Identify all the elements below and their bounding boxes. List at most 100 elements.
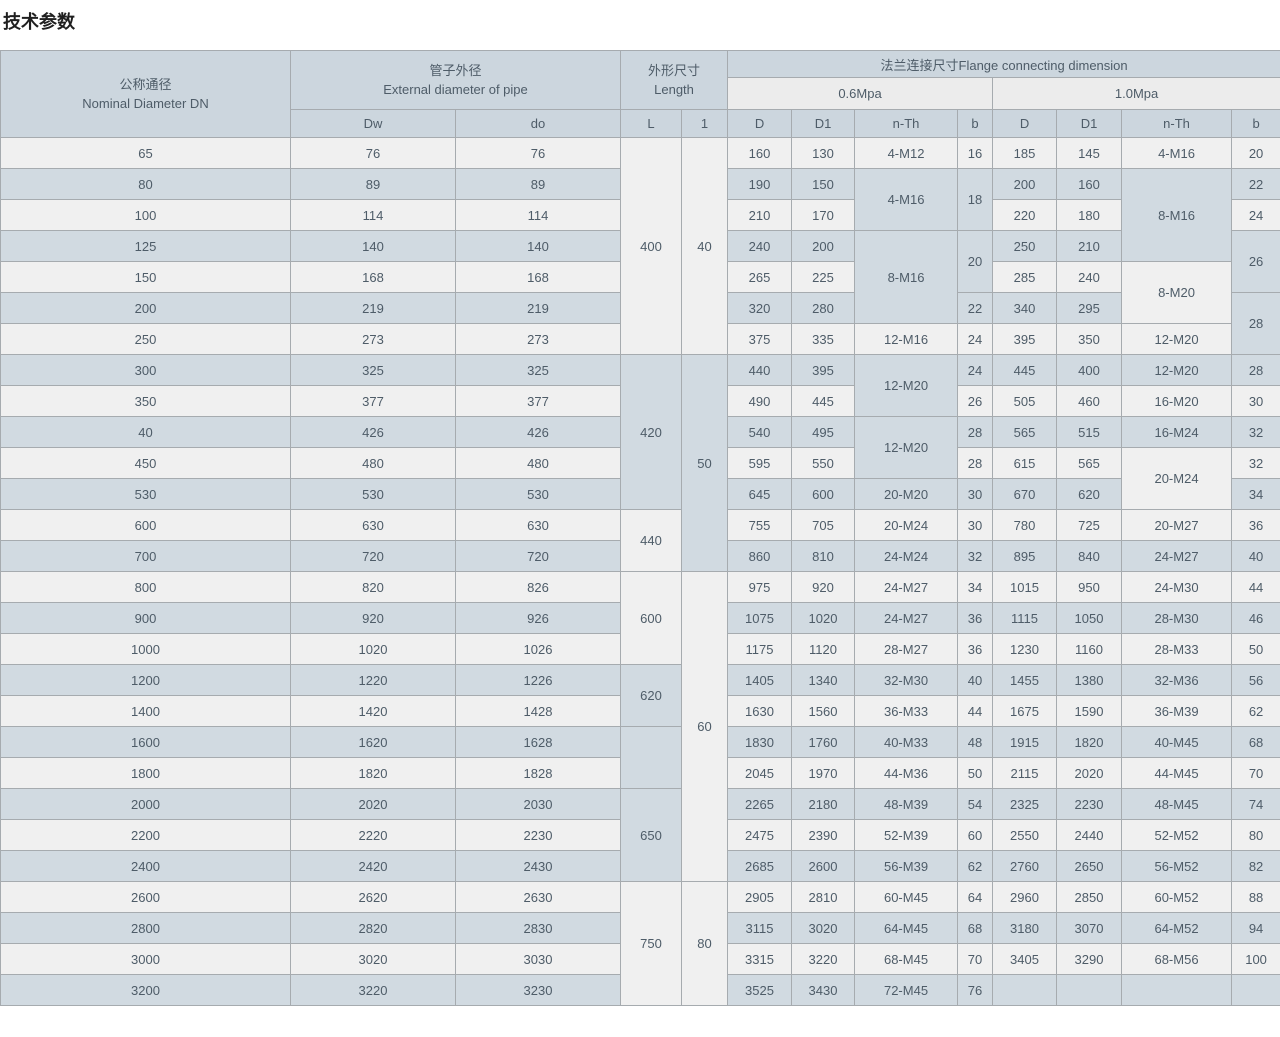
table-cell: 2820 [290,912,456,944]
table-cell: 40 [957,664,994,696]
table-row: 3000 3020 3030 3315 3220 68-M45 70 3405 3290 68-M… [0,943,1280,975]
table-cell: 44 [957,695,994,727]
table-cell: 1380 [1056,664,1123,696]
table-cell: 34 [1231,478,1280,510]
header-row-pressure: 0.6Mpa 1.0Mpa [1,77,1280,110]
table-cell: 2630 [455,881,621,913]
table-cell: 3115 [727,912,793,944]
table-cell: 280 [791,292,856,324]
table-cell: 615 [992,447,1058,479]
table-row: 125 140 140 240 200 8-M16 20 250 210 26 [0,230,1280,324]
table-cell: 89 [455,168,621,200]
table-cell: 1340 [791,664,856,696]
table-row: 450 480 480 595 550 28 615 565 20-M24 32 [0,447,1280,510]
table-cell: 826 [455,571,621,603]
table-cell: 1015 [992,571,1058,603]
table-cell: 60 [957,819,994,851]
table-cell: 32 [957,540,994,572]
table-cell: 1828 [455,757,621,789]
table-cell: 70 [957,943,994,975]
table-cell: 150 [791,168,856,200]
table-cell: 56-M39 [854,850,959,882]
table-cell: 440 [727,354,793,386]
table-cell: 40-M33 [854,726,959,758]
table-cell: 60 [680,571,729,882]
col-header-flange: 法兰连接尺寸Flange connecting dimension [727,50,1280,78]
table-cell: 3000 [0,943,291,975]
table-row: 3200 3220 3230 3525 3430 72-M45 76 [0,974,1280,1006]
table-cell: 168 [290,261,456,293]
table-cell: 26 [1231,230,1280,293]
col-header-length: 外形尺寸 Length [619,50,729,110]
table-cell: 50 [957,757,994,789]
table-cell: 2115 [992,757,1058,789]
table-cell: 1830 [727,726,793,758]
table-row: 1200 1220 1226 620 1405 1340 32-M30 40 1455 1380 3… [0,664,1280,727]
table-cell: 60-M45 [854,881,959,913]
table-cell: 3020 [791,912,856,944]
table-cell: 1590 [1056,695,1123,727]
table-cell: 3180 [992,912,1058,944]
table-cell: 40-M45 [1121,726,1233,758]
table-cell: 1050 [1056,602,1123,634]
table-cell: 190 [727,168,793,200]
table-cell: 2200 [0,819,291,851]
table-cell: 48-M39 [854,788,959,820]
sub-col-header: L [620,109,682,138]
table-cell: 400 [1056,354,1123,386]
table-cell: 1230 [992,633,1058,665]
table-cell: 420 [620,354,682,510]
table-cell: 900 [0,602,291,634]
table-cell: 1120 [791,633,856,665]
table-cell: 860 [727,540,793,572]
table-cell: 68-M45 [854,943,959,975]
table-cell: 755 [727,509,793,541]
table-cell: 114 [455,199,621,231]
table-row: 65 76 76 400 40 160 130 4-M12 16 185 145 4-M16 20 [0,137,1280,355]
header-row-subcolumns: Dw do L 1 D D1 n-Th b D D1 n-Th b [1,109,1280,138]
table-cell: 2600 [791,850,856,882]
sub-col-header: D [727,109,793,138]
table-cell: 720 [455,540,621,572]
col-header-nominal-diameter-cn: 公称通径 [119,77,172,92]
table-cell: 200 [992,168,1058,200]
table-cell: 210 [1056,230,1123,262]
table-cell: 720 [290,540,456,572]
table-cell: 100 [1231,943,1280,975]
table-row: 1600 1620 1628 1830 1760 40-M33 48 1915 1820 40-M… [0,726,1280,789]
table-cell: 920 [791,571,856,603]
table-cell: 377 [455,385,621,417]
table-cell: 8-M16 [1121,168,1233,262]
table-cell: 2800 [0,912,291,944]
table-cell: 16 [957,137,994,169]
table-cell: 46 [1231,602,1280,634]
table-cell: 1200 [0,664,291,696]
table-cell: 1400 [0,695,291,727]
table-cell: 895 [992,540,1058,572]
table-cell: 2020 [290,788,456,820]
table-cell: 426 [290,416,456,448]
table-cell: 2685 [727,850,793,882]
col-header-length-en: Length [654,82,694,97]
table-cell: 3020 [290,943,456,975]
table-row: 2600 2620 2630 750 80 2905 2810 60-M45 64 2960 285… [0,881,1280,1006]
table-cell: 28-M27 [854,633,959,665]
table-cell: 1628 [455,726,621,758]
table-row: 700 720 720 860 810 24-M24 32 895 840 24-M27 40 [0,540,1280,572]
table-cell: 2650 [1056,850,1123,882]
table-cell: 1760 [791,726,856,758]
table-cell: 62 [1231,695,1280,727]
table-cell: 400 [620,137,682,355]
table-header: 公称通径 Nominal Diameter DN 管子外径 External d… [0,50,1280,138]
table-cell: 645 [727,478,793,510]
table-cell: 24 [1231,199,1280,231]
table-cell: 76 [957,974,994,1006]
table-cell: 530 [290,478,456,510]
table-cell: 460 [1056,385,1123,417]
table-cell: 2030 [455,788,621,820]
table-cell: 2905 [727,881,793,913]
table-cell: 1115 [992,602,1058,634]
table-cell: 1630 [727,695,793,727]
table-body: 65 76 76 400 40 160 130 4-M12 16 185 145 4-M16 20 80 8… [0,137,1280,1006]
table-cell: 3070 [1056,912,1123,944]
